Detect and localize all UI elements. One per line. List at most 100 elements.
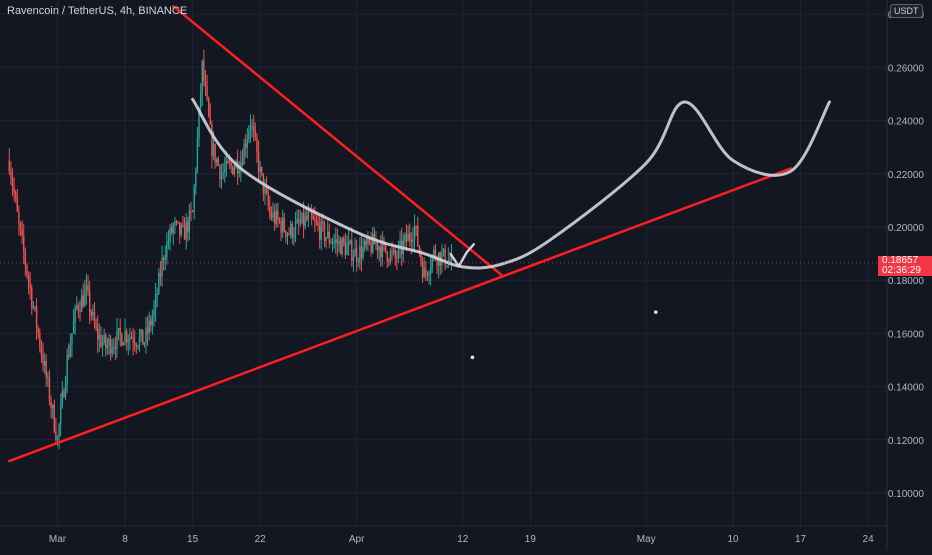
- y-tick-label: 0.12000: [888, 436, 925, 447]
- candle-body: [431, 255, 433, 268]
- candle-body: [34, 306, 36, 308]
- candle-body: [330, 242, 332, 244]
- candle-body: [349, 240, 351, 243]
- candle-body: [150, 320, 152, 326]
- candle-body: [103, 334, 105, 343]
- candle-body: [16, 198, 18, 212]
- candle-body: [357, 261, 359, 263]
- candle-body: [182, 225, 184, 227]
- candle-body: [196, 137, 199, 171]
- x-tick-label: 22: [255, 534, 267, 545]
- candle-body: [180, 225, 183, 235]
- candle-body: [412, 240, 414, 243]
- candle-body: [76, 305, 78, 308]
- candle-body: [269, 205, 271, 213]
- candle-body: [363, 240, 366, 248]
- candle-body: [127, 340, 129, 342]
- time-axis[interactable]: Mar 8 15 22 Apr 12 19 May 10 17 24: [49, 534, 874, 545]
- candle-body: [199, 93, 202, 108]
- candle-body: [257, 151, 260, 173]
- candle-body: [275, 210, 277, 224]
- y-tick-label: 0.20000: [888, 223, 925, 234]
- candle-body: [278, 219, 281, 222]
- candle-body: [129, 337, 131, 341]
- candle-body: [135, 344, 138, 347]
- projection-curve: [191, 97, 831, 270]
- candle-body: [413, 225, 416, 241]
- candle-body: [130, 337, 133, 339]
- candle-body: [39, 333, 41, 347]
- candle-body: [352, 256, 355, 261]
- candle-body: [109, 339, 112, 354]
- candle-body: [335, 239, 337, 242]
- candle-body: [367, 237, 369, 245]
- candle-body: [280, 221, 282, 233]
- candle-body: [220, 174, 223, 180]
- candle-body: [293, 235, 295, 239]
- y-tick-label: 0.24000: [888, 117, 925, 128]
- candle-body: [354, 248, 356, 257]
- candle-body: [322, 221, 324, 224]
- candle-body: [421, 261, 424, 278]
- candle-body: [142, 329, 144, 345]
- candle-body: [343, 238, 345, 243]
- candle-body: [18, 211, 20, 224]
- candle-body: [315, 220, 318, 223]
- x-tick-label: May: [637, 534, 656, 545]
- candle-body: [436, 258, 438, 266]
- candle-body: [69, 344, 72, 357]
- candle-body: [80, 295, 83, 312]
- candle-body: [399, 240, 401, 247]
- candle-body: [122, 342, 125, 346]
- candle-body: [378, 246, 380, 251]
- candle-body: [370, 243, 372, 253]
- candle-body: [214, 143, 216, 163]
- candle-body: [117, 328, 120, 331]
- candle-body: [124, 331, 126, 343]
- candle-body: [253, 125, 255, 132]
- candle-body: [40, 346, 43, 355]
- candle-body: [296, 218, 298, 223]
- x-tick-label: 19: [525, 534, 537, 545]
- candle-body: [201, 60, 203, 94]
- candle-body: [418, 245, 421, 253]
- candle-body: [261, 167, 263, 174]
- candle-body: [198, 107, 200, 138]
- candle-body: [294, 222, 297, 236]
- candle-body: [365, 240, 367, 245]
- candle-body: [172, 225, 174, 233]
- candle-body: [185, 221, 187, 240]
- support-trendline: [8, 167, 793, 463]
- candle-body: [195, 170, 197, 187]
- currency-badge[interactable]: USDT: [890, 4, 923, 18]
- candle-body: [404, 234, 406, 242]
- candle-body: [241, 162, 244, 165]
- candle-body: [285, 230, 287, 237]
- candle-body: [288, 233, 290, 235]
- candle-body: [317, 222, 319, 226]
- candle-body: [299, 222, 302, 224]
- candle-body: [175, 221, 178, 223]
- candle-body: [84, 291, 86, 307]
- candle-body: [143, 343, 146, 345]
- candle-body: [85, 285, 88, 292]
- candle-body: [26, 265, 28, 275]
- candle-body: [298, 218, 300, 224]
- candle-body: [222, 172, 224, 175]
- candle-body: [88, 290, 91, 313]
- candle-body: [306, 216, 308, 220]
- candle-body: [170, 227, 173, 233]
- candle-body: [449, 260, 451, 262]
- candle-body: [396, 257, 398, 259]
- candle-body: [48, 377, 51, 401]
- candle-body: [55, 431, 57, 440]
- candle-body: [446, 265, 448, 267]
- candle-body: [344, 242, 347, 256]
- candle-body: [388, 261, 390, 263]
- candle-body: [24, 251, 27, 266]
- candle-body: [47, 377, 49, 379]
- candle-body: [309, 210, 311, 213]
